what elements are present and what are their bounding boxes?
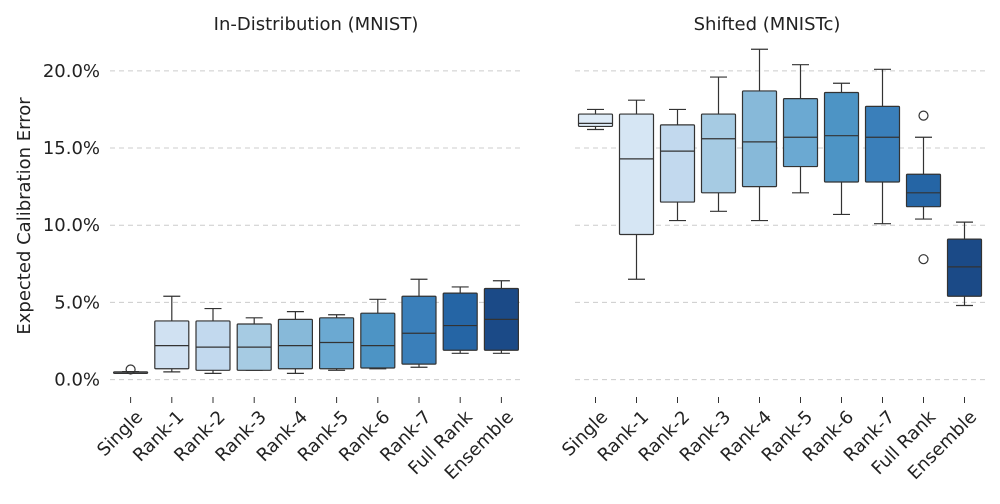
- box-rank-6: [360, 298, 396, 370]
- box-single: [112, 364, 149, 375]
- box-rank-3: [700, 76, 737, 212]
- box-single: [577, 108, 614, 131]
- outlier-point: [125, 364, 136, 375]
- box-rank-1: [154, 295, 190, 373]
- iqr-box: [577, 113, 614, 128]
- box-rank-7: [401, 278, 437, 368]
- iqr-box: [277, 318, 313, 370]
- y-tick-label: 0.0%: [54, 370, 100, 391]
- outlier-point: [918, 110, 929, 121]
- iqr-box: [401, 295, 437, 365]
- y-tick-label: 10.0%: [43, 215, 100, 236]
- iqr-box: [154, 320, 190, 370]
- iqr-box: [618, 113, 655, 236]
- iqr-box: [360, 312, 396, 369]
- iqr-box: [905, 173, 942, 208]
- outlier-point: [918, 254, 929, 265]
- iqr-box: [442, 292, 478, 351]
- box-rank-2: [195, 307, 231, 374]
- box-rank-7: [864, 68, 901, 225]
- box-rank-2: [659, 108, 696, 222]
- iqr-box: [823, 91, 860, 183]
- y-axis-label: Expected Calibration Error: [14, 97, 35, 335]
- iqr-box: [864, 105, 901, 183]
- y-tick-label: 20.0%: [43, 61, 100, 82]
- iqr-box: [319, 317, 355, 370]
- box-ensemble: [946, 221, 983, 307]
- iqr-box: [741, 90, 778, 188]
- iqr-box: [946, 238, 983, 297]
- right-panel: SingleRank-1Rank-2Rank-3Rank-4Rank-5Rank…: [558, 48, 985, 484]
- box-full-rank: [442, 286, 478, 354]
- box-rank-3: [236, 317, 272, 371]
- y-tick-label: 5.0%: [54, 292, 100, 313]
- iqr-box: [700, 113, 737, 194]
- box-rank-4: [277, 311, 313, 374]
- y-tick-labels: 0.0% 5.0% 10.0% 15.0% 20.0%: [43, 61, 100, 391]
- box-rank-1: [618, 99, 655, 280]
- iqr-box: [782, 98, 819, 168]
- box-full-rank: [905, 110, 942, 265]
- box-ensemble: [483, 280, 519, 354]
- box-rank-6: [823, 82, 860, 216]
- box-rank-5: [319, 314, 355, 371]
- box-rank-5: [782, 64, 819, 194]
- y-tick-label: 15.0%: [43, 138, 100, 159]
- iqr-box: [659, 124, 696, 203]
- left-panel: SingleRank-1Rank-2Rank-3Rank-4Rank-5Rank…: [93, 70, 522, 484]
- box-rank-4: [741, 48, 778, 222]
- right-panel-title: Shifted (MNISTc): [694, 14, 841, 35]
- iqr-box: [195, 320, 231, 371]
- left-panel-title: In-Distribution (MNIST): [214, 14, 419, 35]
